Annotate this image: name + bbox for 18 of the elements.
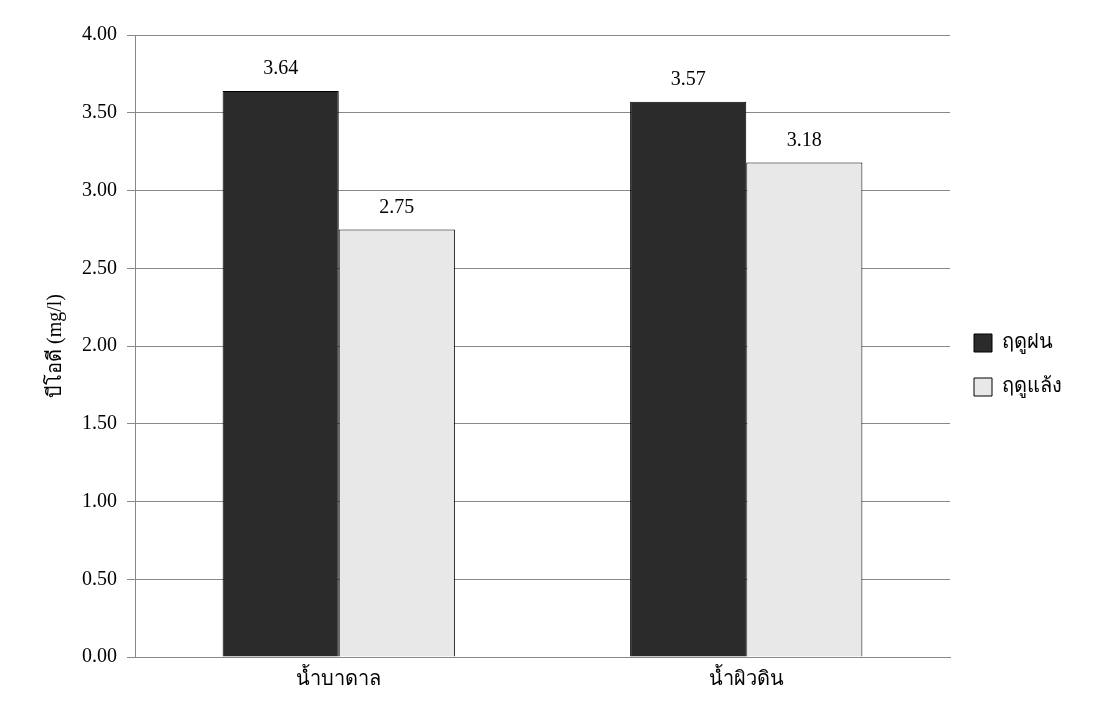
x-tick-label: น้ำบาดาล xyxy=(296,664,382,690)
x-tick-label: น้ำผิวดิน xyxy=(708,664,784,690)
data-label: 3.18 xyxy=(786,127,822,150)
y-tick-label: 2.50 xyxy=(82,255,117,278)
y-tick-label: 4.00 xyxy=(82,22,117,45)
data-label: 3.57 xyxy=(670,67,706,90)
legend-label: ฤดูฝน xyxy=(1002,330,1053,355)
y-tick-label: 0.50 xyxy=(82,566,117,589)
y-tick-label: 3.00 xyxy=(82,177,117,200)
data-label: 2.75 xyxy=(379,194,415,217)
y-axis-title: บีโอดี (mg/l) xyxy=(43,294,67,398)
y-tick-label: 2.00 xyxy=(82,333,117,356)
y-tick-label: 1.00 xyxy=(82,488,117,511)
data-label: 3.64 xyxy=(263,56,299,79)
y-tick-label: 0.00 xyxy=(82,644,117,667)
y-tick-label: 3.50 xyxy=(82,100,117,122)
y-tick-label: 1.50 xyxy=(82,411,117,433)
legend-label: ฤดูแล้ง xyxy=(1002,374,1062,399)
